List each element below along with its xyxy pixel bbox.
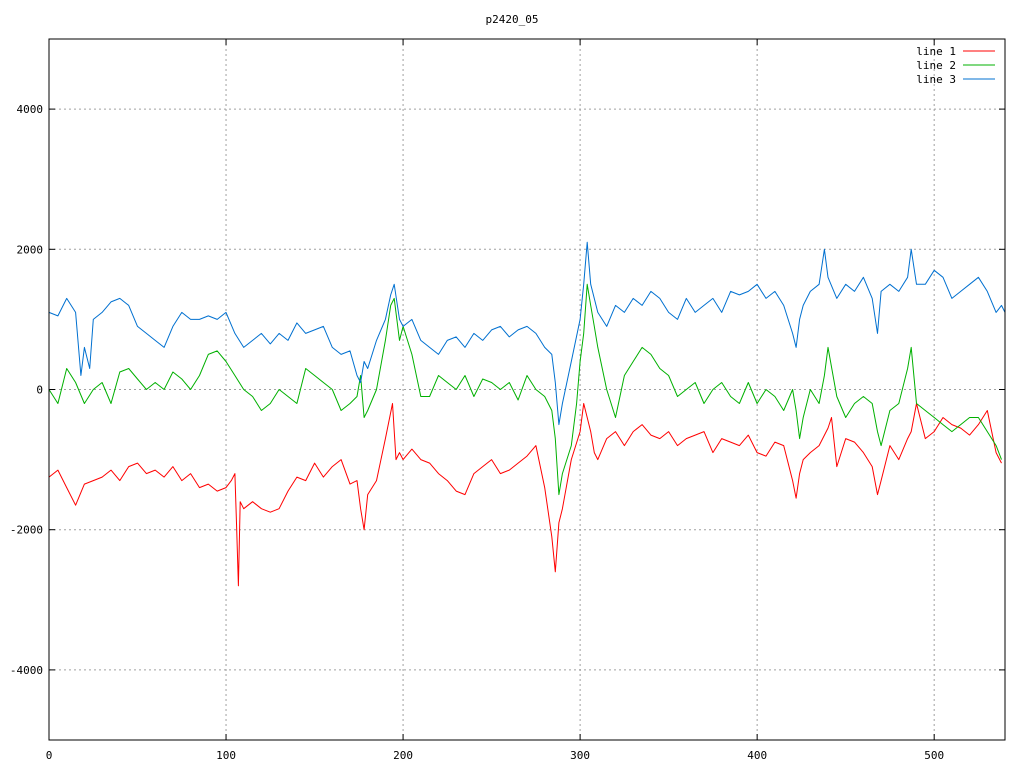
- x-tick-label: 400: [747, 749, 767, 762]
- y-tick-label: 0: [36, 384, 43, 397]
- x-tick-label: 0: [46, 749, 53, 762]
- x-tick-label: 300: [570, 749, 590, 762]
- legend-label: line 2: [916, 59, 956, 72]
- y-tick-label: 2000: [17, 243, 44, 256]
- series-line-3: [48, 241, 1006, 426]
- y-tick-label: -4000: [10, 664, 43, 677]
- axis-ticks: 0 100 200 300 400 500 -4000 -2000 0 2000 4000: [10, 39, 1005, 762]
- series-group: [48, 241, 1006, 587]
- grid: [49, 39, 1005, 740]
- plot-frame: [48, 38, 1006, 741]
- x-tick-label: 500: [924, 749, 944, 762]
- y-tick-label: -2000: [10, 524, 43, 537]
- series-line-1: [48, 403, 1002, 587]
- y-tick-label: 4000: [17, 103, 44, 116]
- legend-label: line 1: [916, 45, 956, 58]
- x-tick-label: 100: [216, 749, 236, 762]
- legend-label: line 3: [916, 73, 956, 86]
- chart-title: p2420_05: [486, 13, 539, 26]
- series-line-2: [48, 283, 1002, 496]
- x-tick-label: 200: [393, 749, 413, 762]
